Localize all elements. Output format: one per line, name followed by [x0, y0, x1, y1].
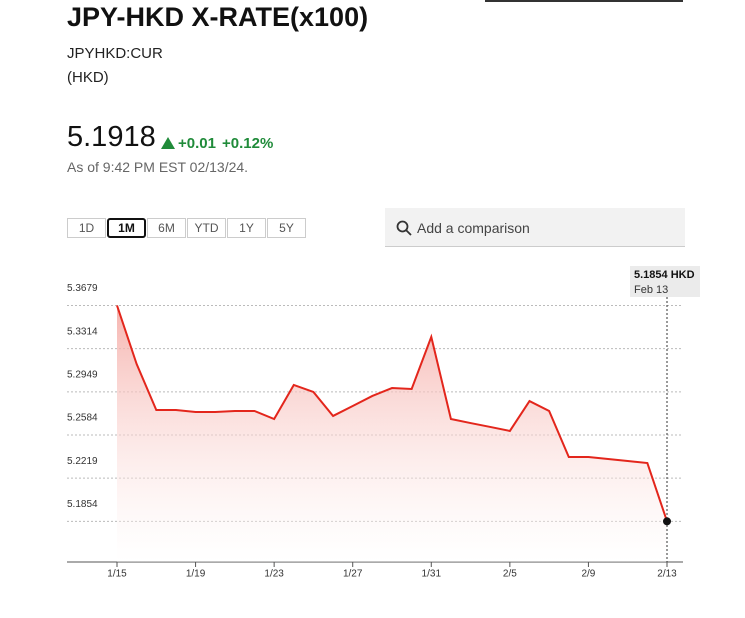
y-tick-label: 5.3314 [67, 326, 98, 337]
range-button[interactable]: 5Y [267, 218, 306, 238]
range-button[interactable]: YTD [187, 218, 226, 238]
range-button[interactable]: 1Y [227, 218, 266, 238]
tooltip: 5.1854 HKD Feb 13 [630, 266, 700, 297]
price: 5.1918 [67, 121, 156, 153]
x-tick-label: 1/23 [264, 569, 284, 580]
y-tick-label: 5.2584 [67, 413, 98, 424]
y-tick-label: 5.2219 [67, 456, 98, 467]
line [116, 305, 668, 522]
x-tick-label: 2/5 [503, 569, 517, 580]
last-point [663, 517, 671, 526]
change: +0.01 [178, 135, 216, 152]
x-tick-label: 1/27 [343, 569, 363, 580]
title: JPY-HKD X-RATE(x100) [67, 2, 369, 32]
x-tick-label: 1/15 [107, 569, 127, 580]
change-percent: +0.12% [222, 135, 274, 152]
range-button[interactable]: 1M [107, 218, 146, 238]
currency: (HKD) [67, 69, 109, 86]
y-tick-label: 5.2949 [67, 369, 98, 380]
area [117, 305, 667, 562]
x-tick-label: 2/13 [657, 569, 677, 580]
range-button[interactable]: 1D [67, 218, 106, 238]
search-icon [396, 220, 412, 236]
range-button[interactable]: 6M [147, 218, 186, 238]
y-tick-label: 5.1854 [67, 499, 98, 510]
up-arrow [161, 137, 175, 149]
search-box[interactable]: Add a comparison [385, 208, 685, 247]
as-of: As of 9:42 PM EST 02/13/24. [67, 159, 249, 175]
symbol: JPYHKD:CUR [67, 45, 163, 62]
search-placeholder: Add a comparison [417, 220, 530, 236]
top-bar [485, 0, 683, 2]
x-tick-label: 1/31 [422, 569, 442, 580]
x-tick-label: 1/19 [186, 569, 206, 580]
y-tick-label: 5.3679 [67, 283, 98, 294]
x-tick-label: 2/9 [581, 569, 595, 580]
tooltip-date: Feb 13 [634, 284, 669, 296]
tooltip-value: 5.1854 HKD [634, 269, 695, 281]
